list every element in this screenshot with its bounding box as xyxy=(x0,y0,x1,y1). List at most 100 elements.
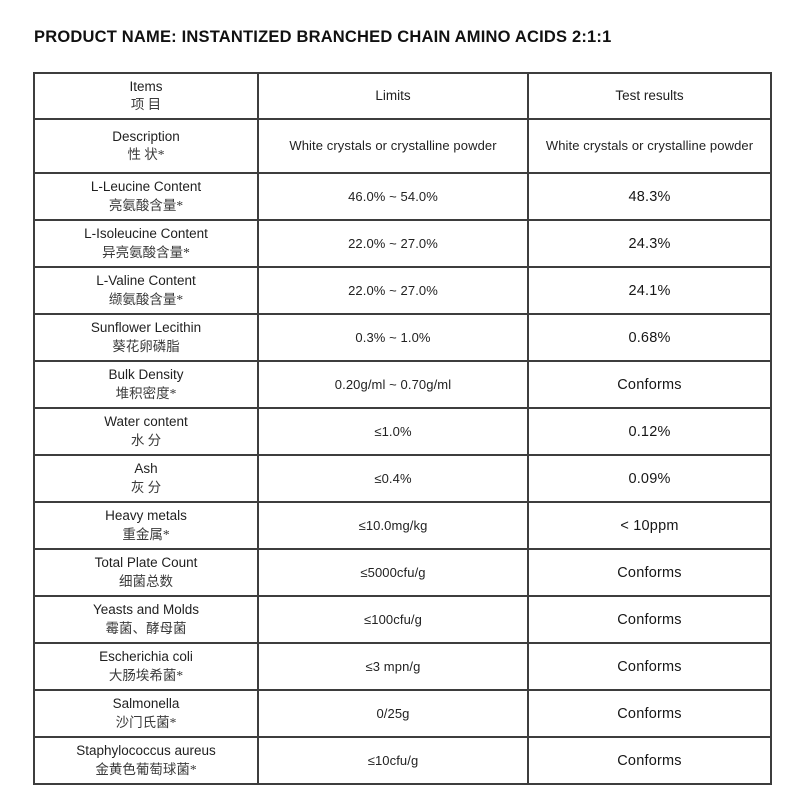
item-name-en: Escherichia coli xyxy=(99,649,193,665)
result-cell: 24.1% xyxy=(527,266,772,315)
limit-cell: ≤1.0% xyxy=(257,407,529,456)
item-cell: Ash 灰 分 xyxy=(33,454,259,503)
item-name-zh: 重金属* xyxy=(122,526,170,542)
item-name-en: Sunflower Lecithin xyxy=(90,320,202,336)
header-test-results-cell: Test results xyxy=(527,72,772,120)
item-cell: Water content 水 分 xyxy=(33,407,259,456)
specification-table: Items 项 目 Limits Test results Descriptio… xyxy=(33,72,772,785)
table-row: Escherichia coli 大肠埃希菌* ≤3 mpn/g Conform… xyxy=(33,642,772,691)
item-name-zh: 葵花卵磷脂 xyxy=(112,338,180,354)
result-cell: Conforms xyxy=(527,595,772,644)
item-name-en: Bulk Density xyxy=(108,367,184,383)
item-cell: Sunflower Lecithin 葵花卵磷脂 xyxy=(33,313,259,362)
limit-cell: 0.20g/ml ~ 0.70g/ml xyxy=(257,360,529,409)
item-name-en: Total Plate Count xyxy=(94,555,198,571)
item-name-zh: 灰 分 xyxy=(130,479,162,495)
item-cell: Yeasts and Molds 霉菌、酵母菌 xyxy=(33,595,259,644)
result-value: 48.3% xyxy=(628,188,671,205)
item-name-en: Heavy metals xyxy=(105,508,187,524)
result-cell: Conforms xyxy=(527,360,772,409)
limit-value: 0/25g xyxy=(376,705,410,721)
result-cell: 0.09% xyxy=(527,454,772,503)
table-row: Total Plate Count 细菌总数 ≤5000cfu/g Confor… xyxy=(33,548,772,597)
result-cell: Conforms xyxy=(527,736,772,785)
result-value: Conforms xyxy=(617,658,682,675)
item-cell: Escherichia coli 大肠埃希菌* xyxy=(33,642,259,691)
limit-value: 46.0% ~ 54.0% xyxy=(348,188,438,204)
table-row: Ash 灰 分 ≤0.4% 0.09% xyxy=(33,454,772,503)
item-name-zh: 缬氨酸含量* xyxy=(108,291,184,307)
result-value: Conforms xyxy=(617,752,682,769)
item-name-zh: 性 状* xyxy=(127,147,165,162)
item-name-zh: 水 分 xyxy=(130,432,162,448)
limit-cell: 0/25g xyxy=(257,689,529,738)
result-cell: 0.68% xyxy=(527,313,772,362)
result-value: 24.3% xyxy=(628,235,671,252)
item-cell: L-Isoleucine Content 异亮氨酸含量* xyxy=(33,219,259,268)
table-row: Water content 水 分 ≤1.0% 0.12% xyxy=(33,407,772,456)
limit-cell: 0.3% ~ 1.0% xyxy=(257,313,529,362)
table-row: Yeasts and Molds 霉菌、酵母菌 ≤100cfu/g Confor… xyxy=(33,595,772,644)
result-cell: 24.3% xyxy=(527,219,772,268)
result-value: Conforms xyxy=(617,564,682,581)
result-value: Conforms xyxy=(617,705,682,722)
limit-cell: 22.0% ~ 27.0% xyxy=(257,266,529,315)
item-name-en: Description xyxy=(112,128,180,144)
item-name-zh: 沙门氏菌* xyxy=(115,714,177,730)
header-items-label-zh: 项 目 xyxy=(130,97,162,112)
item-name-en: Salmonella xyxy=(112,696,180,712)
limit-cell: ≤3 mpn/g xyxy=(257,642,529,691)
item-name-en: Yeasts and Molds xyxy=(92,602,200,618)
header-items-cell: Items 项 目 xyxy=(33,72,259,120)
table-row: Heavy metals 重金属* ≤10.0mg/kg < 10ppm xyxy=(33,501,772,550)
result-cell: Conforms xyxy=(527,642,772,691)
limit-cell: 22.0% ~ 27.0% xyxy=(257,219,529,268)
result-value: Conforms xyxy=(617,376,682,393)
table-row: L-Isoleucine Content 异亮氨酸含量* 22.0% ~ 27.… xyxy=(33,219,772,268)
limit-value: ≤0.4% xyxy=(374,470,412,486)
item-name-zh: 亮氨酸含量* xyxy=(108,197,184,213)
table-row: Salmonella 沙门氏菌* 0/25g Conforms xyxy=(33,689,772,738)
limit-value: ≤3 mpn/g xyxy=(365,658,421,674)
result-cell: White crystals or crystalline powder xyxy=(527,118,772,174)
header-test-results-label: Test results xyxy=(615,88,684,103)
result-cell: Conforms xyxy=(527,689,772,738)
table-row: Sunflower Lecithin 葵花卵磷脂 0.3% ~ 1.0% 0.6… xyxy=(33,313,772,362)
item-name-zh: 霉菌、酵母菌 xyxy=(105,620,187,636)
limit-value: ≤5000cfu/g xyxy=(360,564,426,580)
table-row: Bulk Density 堆积密度* 0.20g/ml ~ 0.70g/ml C… xyxy=(33,360,772,409)
limit-cell: 46.0% ~ 54.0% xyxy=(257,172,529,221)
header-limits-label: Limits xyxy=(375,88,411,103)
item-cell: Salmonella 沙门氏菌* xyxy=(33,689,259,738)
item-name-en: L-Valine Content xyxy=(96,273,196,289)
item-name-zh: 大肠埃希菌* xyxy=(108,667,184,683)
table-row: L-Leucine Content 亮氨酸含量* 46.0% ~ 54.0% 4… xyxy=(33,172,772,221)
result-value: 0.12% xyxy=(628,423,671,440)
item-cell: Total Plate Count 细菌总数 xyxy=(33,548,259,597)
result-cell: 48.3% xyxy=(527,172,772,221)
limit-value: White crystals or crystalline powder xyxy=(289,138,497,153)
limit-value: ≤100cfu/g xyxy=(364,611,422,627)
item-name-en: L-Leucine Content xyxy=(90,179,202,195)
limit-value: ≤1.0% xyxy=(374,423,412,439)
item-name-zh: 细菌总数 xyxy=(119,573,173,589)
limit-value: 22.0% ~ 27.0% xyxy=(348,282,438,298)
limit-cell: ≤10cfu/g xyxy=(257,736,529,785)
result-cell: Conforms xyxy=(527,548,772,597)
limit-value: 22.0% ~ 27.0% xyxy=(348,235,438,251)
item-cell: Heavy metals 重金属* xyxy=(33,501,259,550)
limit-value: ≤10.0mg/kg xyxy=(358,517,428,533)
item-name-zh: 金黄色葡萄球菌* xyxy=(95,761,197,777)
item-cell: Bulk Density 堆积密度* xyxy=(33,360,259,409)
result-value: 0.09% xyxy=(628,470,671,487)
item-cell: L-Valine Content 缬氨酸含量* xyxy=(33,266,259,315)
item-cell: Description 性 状* xyxy=(33,118,259,174)
table-row: Description 性 状* White crystals or cryst… xyxy=(33,118,772,174)
result-value: Conforms xyxy=(617,611,682,628)
item-cell: L-Leucine Content 亮氨酸含量* xyxy=(33,172,259,221)
limit-cell: ≤0.4% xyxy=(257,454,529,503)
table-row: L-Valine Content 缬氨酸含量* 22.0% ~ 27.0% 24… xyxy=(33,266,772,315)
header-limits-cell: Limits xyxy=(257,72,529,120)
item-name-en: Water content xyxy=(104,414,188,430)
